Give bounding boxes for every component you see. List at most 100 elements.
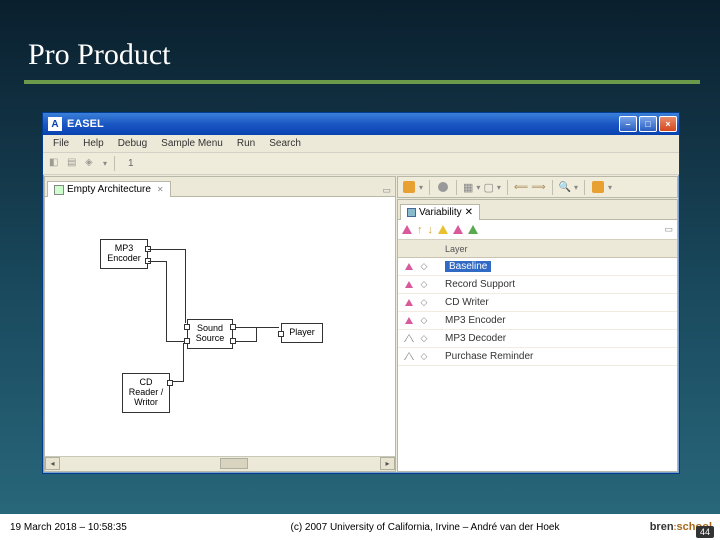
layer-row[interactable]: ◇ MP3 Decoder <box>398 330 677 348</box>
layer-visibility-icon[interactable] <box>405 317 413 324</box>
layer-label: MP3 Decoder <box>445 333 506 344</box>
port[interactable] <box>184 324 190 330</box>
close-variability-tab-icon[interactable]: ✕ <box>465 207 473 218</box>
component-cd-reader-writer[interactable]: CD Reader / Writor <box>122 373 170 413</box>
layer-label: Record Support <box>445 279 515 290</box>
layer-label: Baseline <box>445 261 491 272</box>
layer-visibility-icon[interactable] <box>405 281 413 288</box>
horizontal-scrollbar[interactable]: ◂ ▸ <box>45 456 395 471</box>
toolbar-box-icon[interactable]: ▢ <box>483 181 493 194</box>
variability-toolbar: ↑ ↓ ▭ <box>398 220 677 240</box>
tab-variability[interactable]: Variability ✕ <box>400 204 480 220</box>
close-button[interactable]: × <box>659 116 677 132</box>
scroll-left-button[interactable]: ◂ <box>45 457 60 470</box>
window-title: EASEL <box>67 118 619 130</box>
layer-visibility-icon[interactable] <box>405 353 413 360</box>
layer-visibility-icon[interactable] <box>405 263 413 270</box>
layer-index-icon: ◇ <box>417 333 431 344</box>
move-up-icon[interactable]: ↑ <box>417 224 423 236</box>
connector <box>173 381 183 382</box>
connector <box>148 249 185 250</box>
app-window: A EASEL – □ × File Help Debug Sample Men… <box>42 112 680 474</box>
menu-sample[interactable]: Sample Menu <box>155 137 229 150</box>
connector <box>166 261 167 341</box>
menu-run[interactable]: Run <box>231 137 261 150</box>
layer-visibility-icon[interactable] <box>405 335 413 342</box>
tab-empty-architecture[interactable]: Empty Architecture ✕ <box>47 181 171 197</box>
scroll-right-button[interactable]: ▸ <box>380 457 395 470</box>
tab-overflow-icon[interactable]: ▭ <box>378 185 395 196</box>
connector <box>148 261 166 262</box>
menu-file[interactable]: File <box>47 137 75 150</box>
layer-row[interactable]: ◇ Record Support <box>398 276 677 294</box>
toolbar-search-icon[interactable]: 🔍 <box>559 182 571 193</box>
title-rule <box>24 80 700 84</box>
menu-help[interactable]: Help <box>77 137 110 150</box>
toolbar-icon-2[interactable]: ▤ <box>67 157 81 171</box>
connector <box>166 341 185 342</box>
layer-label: MP3 Encoder <box>445 315 506 326</box>
layer-index-icon: ◇ <box>417 279 431 290</box>
app-icon: A <box>48 117 62 131</box>
menu-debug[interactable]: Debug <box>112 137 153 150</box>
maximize-button[interactable]: □ <box>639 116 657 132</box>
component-sound-source[interactable]: Sound Source <box>187 319 233 349</box>
minimize-button[interactable]: – <box>619 116 637 132</box>
architecture-panel: Empty Architecture ✕ ▭ MP3 Encoder <box>44 176 396 472</box>
toolbar-grid-icon[interactable]: ▦ <box>463 181 473 194</box>
toolbar-last-icon[interactable] <box>591 180 605 194</box>
connector <box>256 327 257 342</box>
toolbar-icon-1[interactable]: ◧ <box>49 157 63 171</box>
zoom-value[interactable]: 1 <box>122 158 140 169</box>
connector <box>236 327 279 328</box>
move-down-icon[interactable]: ↓ <box>428 224 434 236</box>
scroll-thumb[interactable] <box>220 458 248 469</box>
slide-root: Pro Product A EASEL – □ × File Help Debu… <box>0 0 720 540</box>
layer-index-icon: ◇ <box>417 351 431 362</box>
layer-index-icon: ◇ <box>417 261 431 272</box>
slide-footer: 19 March 2018 – 10:58:35 (c) 2007 Univer… <box>0 514 720 540</box>
connector <box>236 341 256 342</box>
layer-index-icon: ◇ <box>417 297 431 308</box>
toolbar-circle-icon[interactable] <box>436 180 450 194</box>
window-titlebar[interactable]: A EASEL – □ × <box>43 113 679 135</box>
port[interactable] <box>278 331 284 337</box>
right-pane: ▾ ▦▾ ▢▾ ⟸ ⟹ 🔍▾ ▾ <box>397 176 678 472</box>
toolbar-align2-icon[interactable]: ⟹ <box>531 182 545 193</box>
component-player[interactable]: Player <box>281 323 323 343</box>
slide-title: Pro Product <box>0 0 720 78</box>
left-tab-row: Empty Architecture ✕ ▭ <box>45 177 395 197</box>
architecture-tab-icon <box>54 185 64 195</box>
layer-visibility-icon[interactable] <box>405 299 413 306</box>
layer-label: Purchase Reminder <box>445 351 533 362</box>
pink-layer-icon-2[interactable] <box>453 225 463 234</box>
add-pink-layer-icon[interactable] <box>402 225 412 234</box>
diagram-canvas[interactable]: MP3 Encoder Sound Source Player <box>45 197 395 456</box>
layer-row[interactable]: ◇CD Writer <box>398 294 677 312</box>
component-mp3-encoder[interactable]: MP3 Encoder <box>100 239 148 269</box>
add-green-layer-icon[interactable] <box>468 225 478 234</box>
work-area: Empty Architecture ✕ ▭ MP3 Encoder <box>43 175 679 473</box>
layer-row[interactable]: ◇ Purchase Reminder <box>398 348 677 366</box>
toolbar-dropdown-arrow[interactable]: ▾ <box>103 159 107 168</box>
add-yellow-layer-icon[interactable] <box>438 225 448 234</box>
connector <box>183 343 184 382</box>
architecture-tab-label: Empty Architecture <box>67 184 151 195</box>
variability-tab-row: Variability ✕ <box>398 200 677 220</box>
toolbar-align-icon[interactable]: ⟸ <box>514 182 528 193</box>
footer-timestamp: 19 March 2018 – 10:58:35 <box>0 522 220 533</box>
toolbar-new-icon[interactable] <box>402 180 416 194</box>
variability-tab-label: Variability <box>419 207 462 218</box>
scroll-track[interactable] <box>60 457 380 471</box>
connector <box>185 249 186 323</box>
panel-menu-icon[interactable]: ▭ <box>664 224 673 235</box>
close-tab-icon[interactable]: ✕ <box>157 185 164 194</box>
layer-table-header: Layer <box>398 240 677 258</box>
menu-search[interactable]: Search <box>263 137 307 150</box>
main-toolbar: ◧ ▤ ◈ ▾ 1 <box>43 153 679 175</box>
layer-column-header: Layer <box>445 244 468 254</box>
footer-copyright: (c) 2007 University of California, Irvin… <box>220 522 630 533</box>
layer-row[interactable]: ◇ Baseline <box>398 258 677 276</box>
layer-row[interactable]: ◇MP3 Encoder <box>398 312 677 330</box>
toolbar-icon-3[interactable]: ◈ <box>85 157 99 171</box>
